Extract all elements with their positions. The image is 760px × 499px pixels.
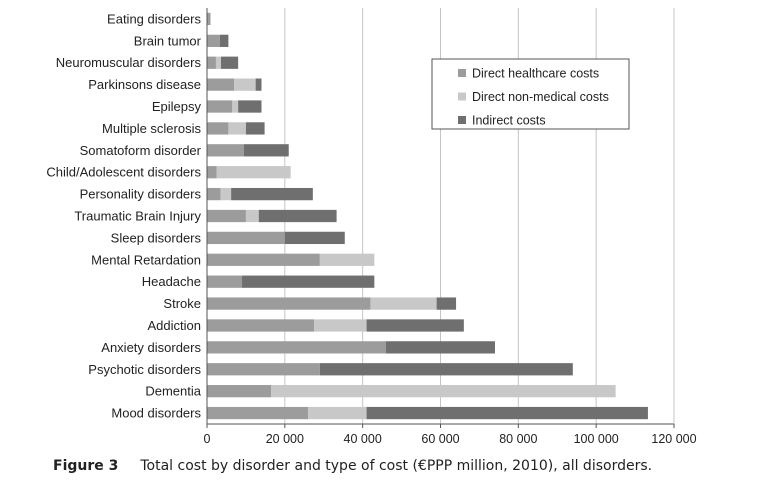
- bar-segment: [255, 78, 262, 91]
- category-labels: Eating disorders Brain tumor Neuromuscular…: [46, 11, 201, 420]
- bar-segment: [231, 187, 313, 201]
- category-label: Psychotic disorders: [88, 362, 201, 377]
- x-axis: 0 20 000 40 000 60 000 80 000 100 000 120 000: [204, 8, 697, 446]
- bar-segment: [216, 166, 291, 179]
- category-label: Somatoform disorder: [80, 143, 202, 158]
- figure-caption: Figure 3 Total cost by disorder and type …: [53, 458, 753, 474]
- category-label: Multiple sclerosis: [102, 121, 201, 136]
- bar-segment: [215, 56, 222, 69]
- legend-label: Direct non-medical costs: [472, 90, 609, 104]
- bar-segment: [207, 166, 217, 179]
- bar-segment: [245, 122, 265, 135]
- category-label: Personality disorders: [80, 187, 202, 202]
- bar-segment: [366, 319, 464, 332]
- category-label: Anxiety disorders: [101, 340, 201, 355]
- x-tick-label: 60 000: [421, 432, 459, 446]
- bar-segment: [314, 319, 367, 332]
- bar-segment: [207, 100, 233, 113]
- caption-text: Total cost by disorder and type of cost …: [140, 458, 653, 474]
- bar-segment: [319, 363, 573, 376]
- bar-segment: [221, 56, 239, 69]
- category-label: Addiction: [148, 318, 201, 333]
- legend-swatch: [458, 69, 466, 77]
- category-label: Traumatic Brain Injury: [74, 209, 201, 224]
- legend: Direct healthcare costs Direct non-medica…: [431, 58, 630, 130]
- bar-segment: [207, 122, 229, 135]
- bar-segment: [366, 406, 648, 420]
- legend-swatch: [458, 92, 466, 101]
- bar-segment: [207, 319, 315, 332]
- category-label: Eating disorders: [107, 11, 201, 26]
- bar-segment: [242, 275, 375, 288]
- bar-segment: [271, 385, 616, 398]
- x-tick-label: 20 000: [266, 432, 304, 446]
- bar-segment: [243, 144, 289, 157]
- bar-segment: [207, 209, 246, 223]
- x-tick-label: 80 000: [499, 432, 537, 446]
- category-label: Stroke: [163, 296, 201, 311]
- bar-segment: [207, 187, 221, 201]
- legend-swatch: [458, 116, 466, 124]
- bar-segment: [284, 231, 345, 245]
- bar-segment: [207, 275, 243, 288]
- category-label: Parkinsons disease: [88, 77, 201, 92]
- bar-segment: [220, 187, 232, 201]
- x-tick-label: 100 000: [574, 432, 619, 446]
- bar-segment: [234, 78, 256, 91]
- bar-segment: [207, 144, 244, 157]
- bar-segment: [207, 385, 272, 398]
- legend-label: Direct healthcare costs: [472, 67, 599, 81]
- bar-segment: [207, 253, 320, 266]
- bar-segment: [207, 406, 309, 420]
- category-label: Child/Adolescent disorders: [46, 165, 201, 180]
- bar-segment: [207, 297, 371, 310]
- category-label: Neuromuscular disorders: [56, 55, 202, 70]
- bar-segment: [207, 341, 387, 354]
- bar-segment: [308, 406, 367, 420]
- bar-segment: [207, 56, 216, 69]
- x-tick-label: 120 000: [651, 432, 696, 446]
- bar-segment: [436, 297, 457, 310]
- x-tick-label: 0: [204, 432, 211, 446]
- category-label: Brain tumor: [134, 33, 202, 48]
- bar-segment: [207, 363, 320, 376]
- category-label: Mental Retardation: [91, 252, 201, 267]
- bar-segment: [319, 253, 375, 266]
- figure-label: Figure 3: [53, 458, 119, 474]
- bar-segment: [258, 209, 337, 223]
- bar-segment: [232, 100, 239, 113]
- legend-label: Indirect costs: [472, 114, 546, 128]
- bar-segment: [228, 122, 246, 135]
- bar-segment: [386, 341, 495, 354]
- bar-segment: [207, 231, 285, 245]
- category-label: Mood disorders: [111, 406, 201, 421]
- category-label: Headache: [142, 274, 201, 289]
- x-tick-label: 40 000: [344, 432, 382, 446]
- bar-segment: [207, 34, 220, 47]
- category-label: Sleep disorders: [111, 230, 202, 245]
- bar-segment: [207, 78, 235, 91]
- bar-segment: [207, 12, 211, 26]
- bar-segment: [219, 34, 229, 47]
- bar-segment: [370, 297, 437, 310]
- category-label: Epilepsy: [152, 99, 202, 114]
- stacked-bar-chart: 0 20 000 40 000 60 000 80 000 100 000 120 000 …: [46, 8, 697, 446]
- category-label: Dementia: [145, 384, 201, 399]
- bar-segment: [245, 209, 259, 223]
- bars: [207, 12, 648, 420]
- bar-segment: [238, 100, 262, 113]
